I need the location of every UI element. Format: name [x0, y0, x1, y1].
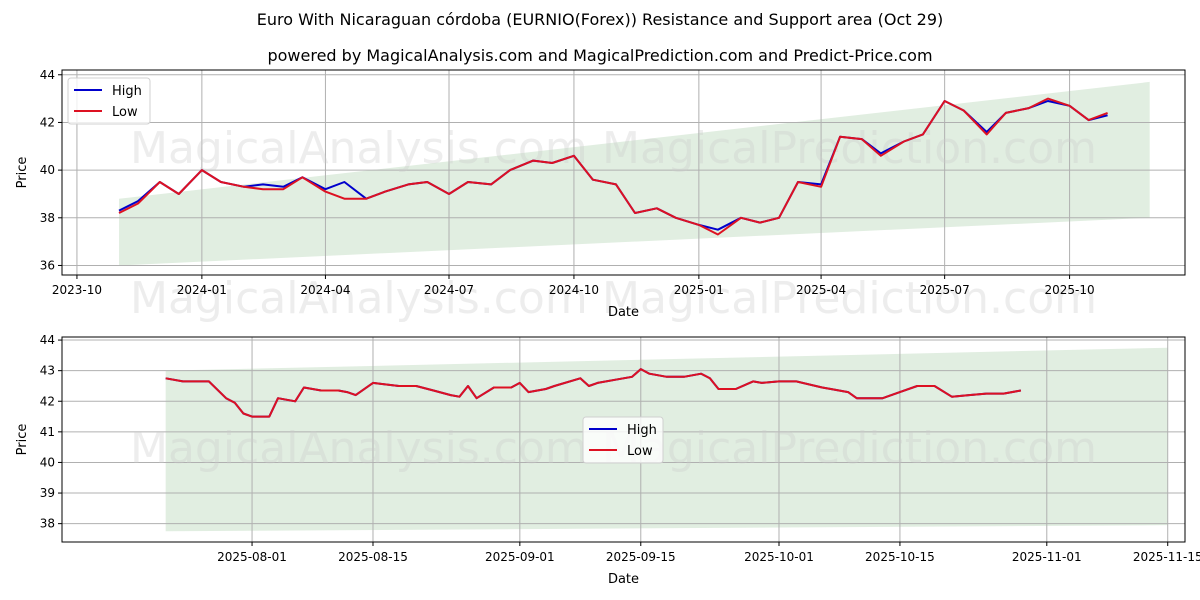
y-tick-label: 36 — [40, 258, 55, 272]
watermark-right: MagicalPrediction.com — [602, 423, 1097, 474]
x-tick-label: 2025-10 — [1045, 283, 1095, 297]
y-tick-label: 42 — [40, 394, 55, 408]
axes-frame — [61, 69, 1186, 276]
x-tick-label: 2025-04 — [796, 283, 846, 297]
axes: 38 39 40 41 42 43 44 2025-08-01 2025-08-15 2025-0… — [15, 333, 1200, 587]
axes-frame — [61, 336, 1186, 543]
x-tick-label: 2025-11-01 — [1012, 550, 1082, 564]
long-term-chart: MagicalAnalysis.com MagicalPrediction.co… — [15, 68, 1186, 324]
price-series — [165, 368, 1022, 418]
x-tick-label: 2025-08-15 — [338, 550, 408, 564]
y-tick-label: 38 — [40, 211, 55, 225]
legend: High Low — [67, 77, 151, 125]
y-tick-label: 43 — [40, 364, 55, 378]
x-tick-label: 2024-07 — [424, 283, 474, 297]
support-resistance-band — [119, 81, 1150, 266]
x-tick-label: 2025-01 — [674, 283, 724, 297]
band-area — [119, 81, 1150, 266]
y-tick-label: 44 — [40, 333, 55, 347]
x-tick-label: 2024-04 — [300, 283, 350, 297]
legend-label: Low — [112, 105, 138, 120]
legend-label: High — [627, 423, 657, 438]
watermark-left: MagicalAnalysis.com — [130, 123, 588, 174]
low-line — [118, 97, 1108, 236]
y-tick-label: 40 — [40, 455, 55, 469]
band-area — [165, 347, 1168, 532]
watermark-right: MagicalPrediction.com — [602, 123, 1097, 174]
x-tick-label: 2025-10-01 — [744, 550, 814, 564]
x-tick-label: 2024-10 — [549, 283, 599, 297]
chart-subtitle: powered by MagicalAnalysis.com and Magic… — [267, 46, 933, 65]
x-tick-label: 2025-08-01 — [217, 550, 287, 564]
x-tick-label: 2025-09-15 — [606, 550, 676, 564]
low-line — [165, 368, 1022, 418]
price-series — [118, 97, 1108, 236]
y-tick-label: 41 — [40, 425, 55, 439]
x-tick-label: 2025-11-15 — [1133, 550, 1200, 564]
y-tick-label: 44 — [40, 68, 55, 82]
watermark-right-lower: MagicalPrediction.com — [602, 273, 1097, 324]
short-term-chart: MagicalAnalysis.com MagicalPrediction.co… — [15, 333, 1200, 587]
x-axis-label: Date — [608, 305, 639, 320]
x-tick-label: 2025-07 — [920, 283, 970, 297]
legend-label: Low — [627, 444, 653, 459]
y-tick-label: 42 — [40, 115, 55, 129]
watermark-left-lower: MagicalAnalysis.com — [130, 273, 588, 324]
y-axis-label: Price — [15, 424, 30, 456]
x-axis-label: Date — [608, 572, 639, 587]
watermark-left: MagicalAnalysis.com — [130, 423, 588, 474]
x-tick-label: 2025-09-01 — [485, 550, 555, 564]
y-tick-label: 39 — [40, 486, 55, 500]
y-tick-label: 40 — [40, 163, 55, 177]
y-axis-label: Price — [15, 157, 30, 189]
y-tick-label: 38 — [40, 517, 55, 531]
chart-title: Euro With Nicaraguan córdoba (EURNIO(For… — [256, 10, 944, 29]
axes: 36 38 40 42 44 2023-10 2024-01 2024-04 2024-07 20… — [15, 68, 1186, 320]
legend-label: High — [112, 84, 142, 99]
x-tick-label: 2024-01 — [177, 283, 227, 297]
legend: High Low — [582, 416, 664, 464]
support-resistance-band — [165, 347, 1168, 532]
x-tick-label: 2023-10 — [52, 283, 102, 297]
x-tick-label: 2025-10-15 — [865, 550, 935, 564]
grid-lines — [62, 337, 1185, 542]
